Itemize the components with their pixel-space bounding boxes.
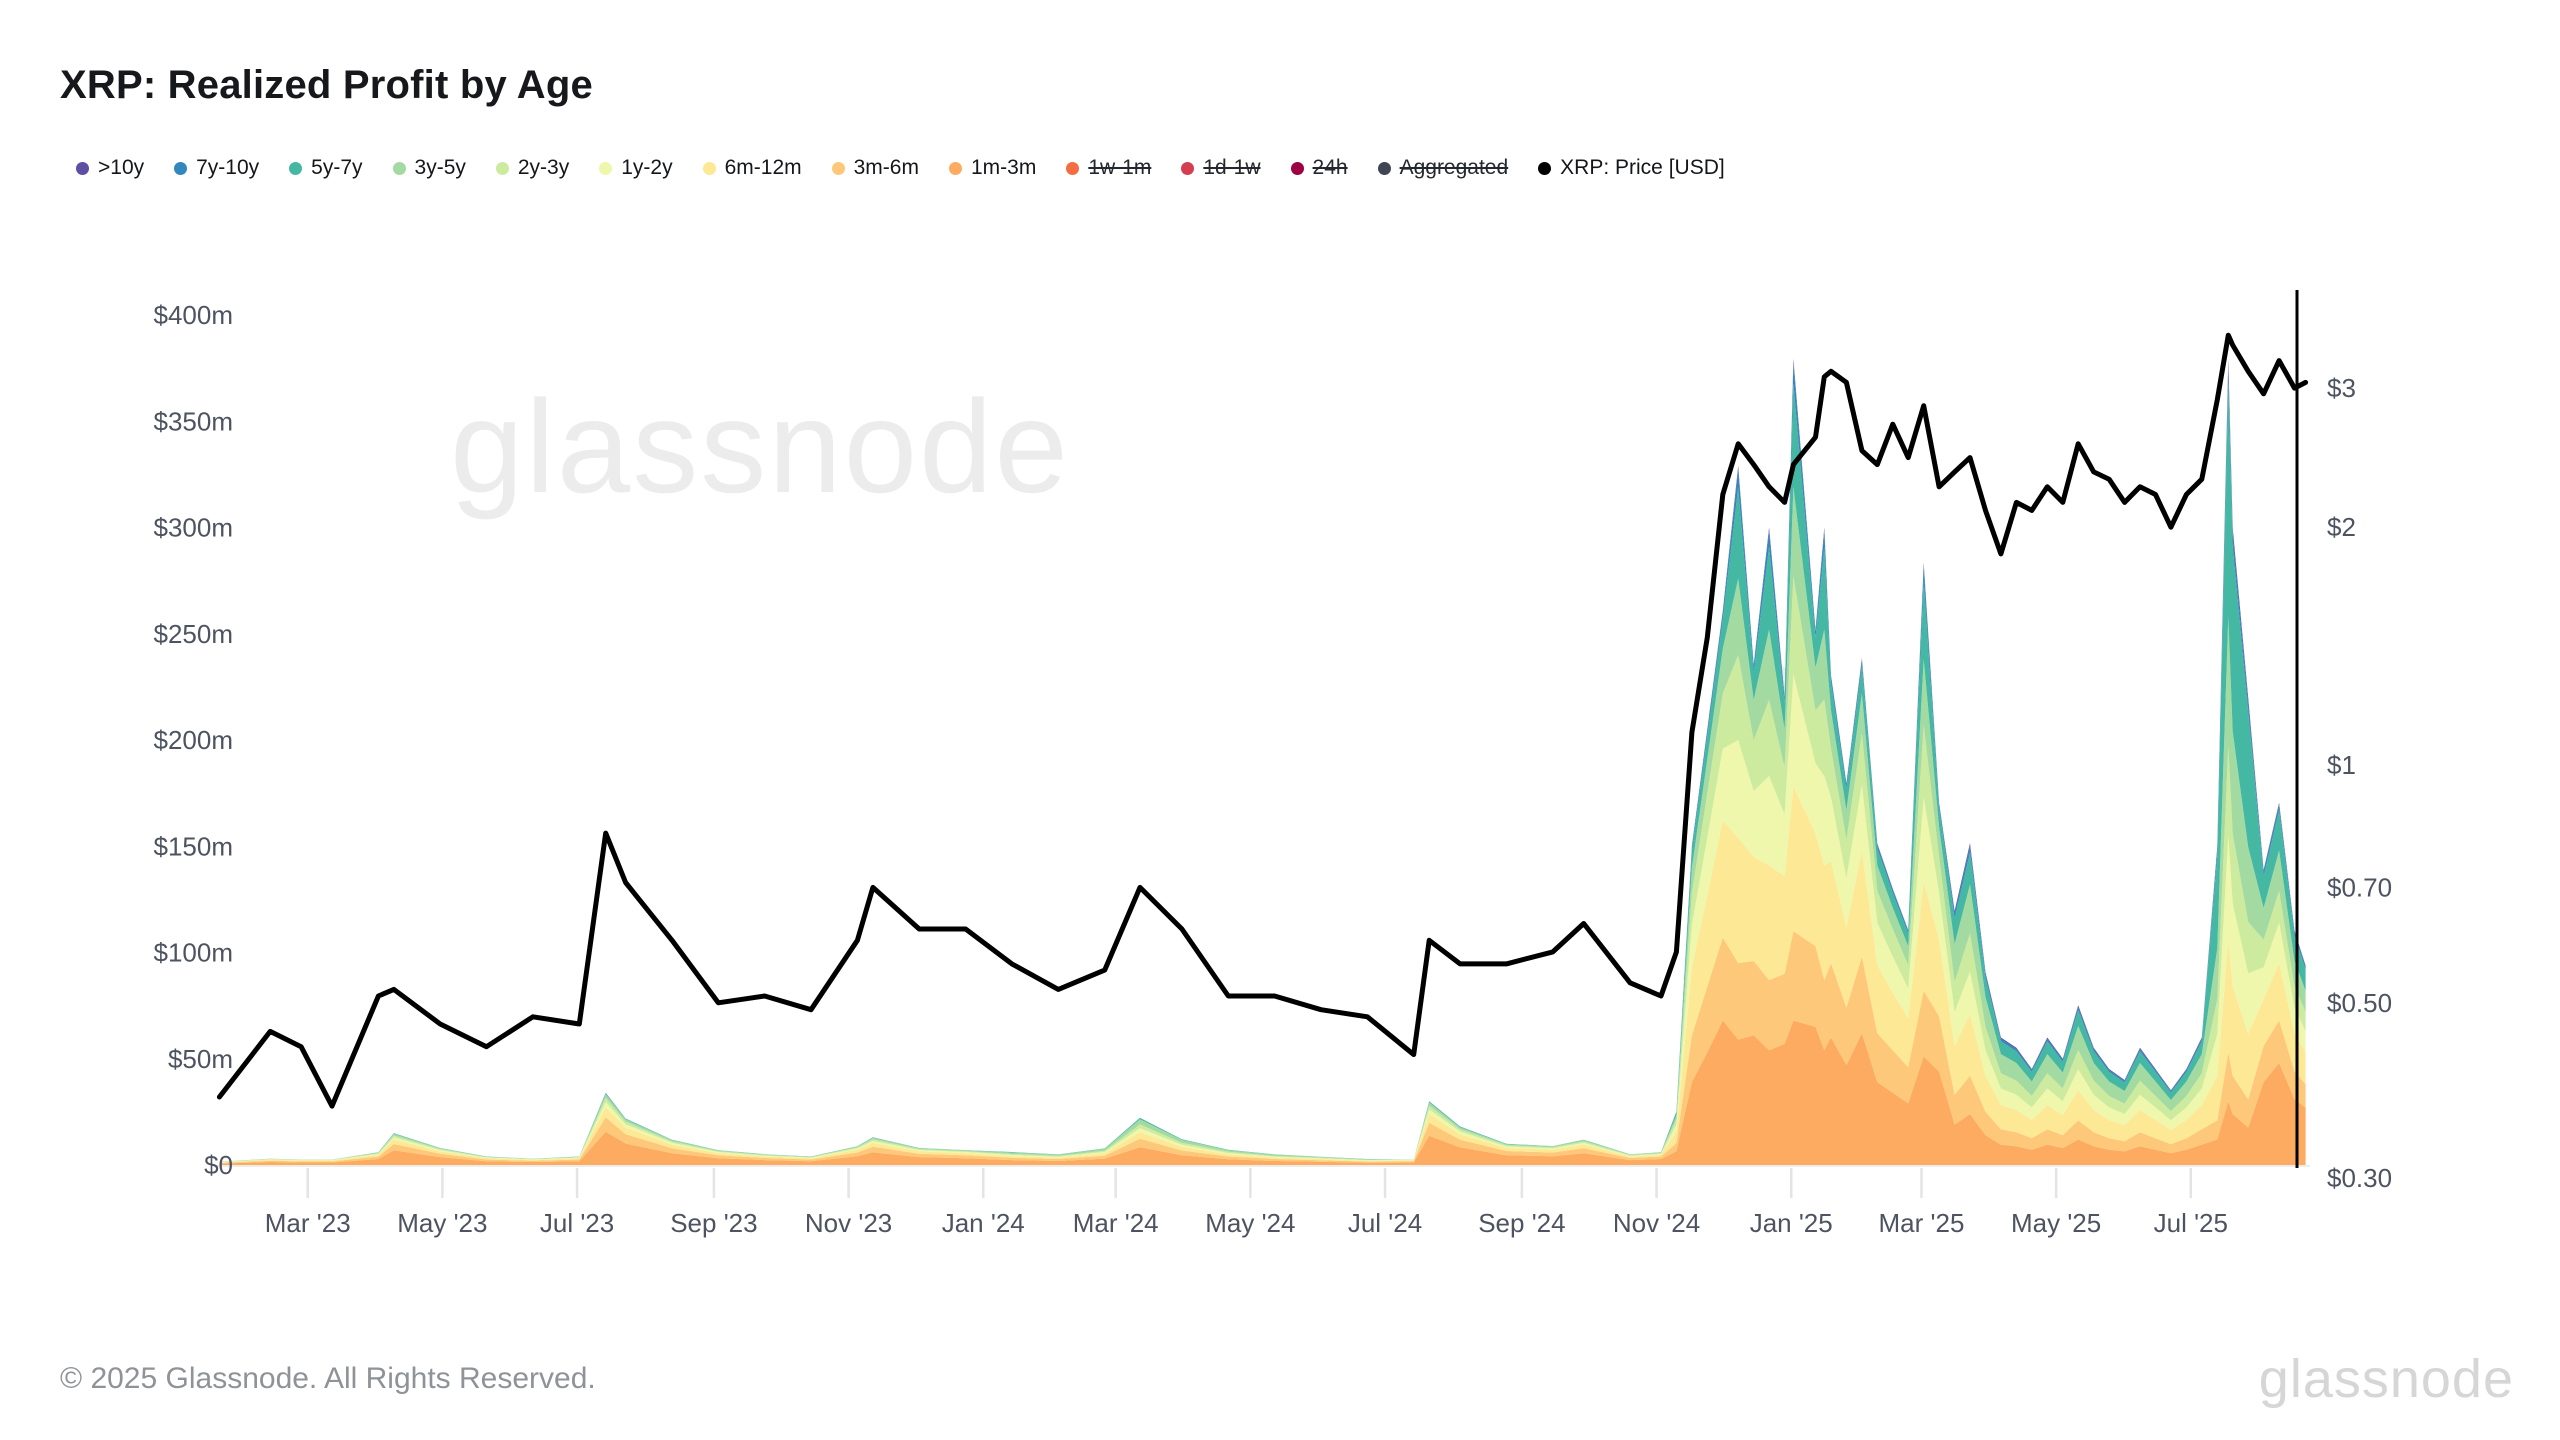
x-axis-tick-label: Mar '25 bbox=[1879, 1208, 1965, 1238]
left-axis-tick-label: $100m bbox=[154, 938, 234, 968]
legend-item-xrp-price-usd[interactable]: XRP: Price [USD] bbox=[1538, 156, 1725, 180]
legend-dot bbox=[392, 161, 406, 175]
legend-item-aggregated[interactable]: Aggregated bbox=[1377, 156, 1509, 180]
legend-dot bbox=[1538, 161, 1552, 175]
right-axis-tick-label: $0.30 bbox=[2327, 1163, 2392, 1193]
x-axis-tick-label: Nov '23 bbox=[805, 1208, 892, 1238]
right-axis-tick-label: $0.70 bbox=[2327, 872, 2392, 902]
legend-item-5y-7y[interactable]: 5y-7y bbox=[289, 156, 363, 180]
left-axis-tick-label: $250m bbox=[154, 619, 234, 649]
right-axis-tick-label: $2 bbox=[2327, 512, 2356, 542]
right-axis-tick-label: $0.50 bbox=[2327, 988, 2392, 1018]
x-axis-tick-label: Jul '23 bbox=[540, 1208, 614, 1238]
legend-label: 6m-12m bbox=[724, 156, 802, 179]
page-title: XRP: Realized Profit by Age bbox=[60, 62, 593, 107]
legend-dot bbox=[948, 161, 962, 175]
legend-label: 3y-5y bbox=[414, 156, 466, 179]
area-series-3m-6m bbox=[219, 931, 2306, 1164]
legend-item-10y[interactable]: >10y bbox=[76, 156, 144, 180]
legend-item-1w-1m[interactable]: 1w-1m bbox=[1066, 156, 1151, 180]
left-axis-tick-label: $350m bbox=[154, 406, 234, 436]
legend-dot bbox=[174, 161, 188, 175]
legend-dot bbox=[1377, 161, 1391, 175]
watermark-text: glassnode bbox=[450, 373, 1070, 520]
legend-item-2y-3y[interactable]: 2y-3y bbox=[495, 156, 570, 180]
legend-item-24h[interactable]: 24h bbox=[1290, 156, 1348, 180]
legend-label: Aggregated bbox=[1399, 156, 1509, 179]
price-line bbox=[216, 332, 2309, 1109]
x-axis-tick-label: Sep '23 bbox=[670, 1208, 757, 1238]
legend-dot bbox=[76, 161, 89, 175]
legend-item-6m-12m[interactable]: 6m-12m bbox=[702, 156, 802, 180]
legend-dot bbox=[599, 161, 613, 175]
x-axis-tick-label: May '25 bbox=[2011, 1208, 2101, 1238]
left-axis-tick-label: $0 bbox=[204, 1150, 233, 1180]
x-axis-tick-label: Jan '24 bbox=[942, 1208, 1025, 1238]
legend-dot bbox=[1181, 161, 1195, 175]
area-series-6m-12m bbox=[219, 786, 2306, 1163]
left-axis-tick-label: $400m bbox=[154, 300, 234, 330]
legend-label: 2y-3y bbox=[517, 156, 570, 179]
legend-dot bbox=[1066, 161, 1080, 175]
legend-label: 1w-1m bbox=[1088, 156, 1152, 179]
legend-dot bbox=[1290, 161, 1304, 175]
legend-dot bbox=[289, 161, 303, 175]
copyright-text: © 2025 Glassnode. All Rights Reserved. bbox=[60, 1362, 596, 1395]
legend-label: 1m-3m bbox=[970, 156, 1037, 179]
left-axis-tick-label: $300m bbox=[154, 513, 234, 543]
left-axis-tick-label: $150m bbox=[154, 831, 234, 861]
right-axis-tick-label: $1 bbox=[2327, 750, 2356, 780]
legend-item-3m-6m[interactable]: 3m-6m bbox=[831, 156, 919, 180]
left-axis-tick-label: $200m bbox=[154, 725, 234, 755]
legend: >10y 7y-10y 5y-7y 3y-5y 2y-3y 1y-2y 6m-12m 3m-6… bbox=[76, 156, 1725, 180]
x-axis-tick-label: Jul '25 bbox=[2154, 1208, 2228, 1238]
x-axis-tick-label: Sep '24 bbox=[1478, 1208, 1565, 1238]
legend-dot bbox=[702, 161, 716, 175]
legend-label: 5y-7y bbox=[311, 156, 363, 179]
legend-item-3y-5y[interactable]: 3y-5y bbox=[392, 156, 466, 180]
x-axis-tick-label: Nov '24 bbox=[1613, 1208, 1700, 1238]
glassnode-wordmark: glassnode bbox=[2258, 1349, 2514, 1409]
plot-area[interactable] bbox=[215, 240, 2310, 1165]
legend-item-1d-1w[interactable]: 1d-1w bbox=[1181, 156, 1261, 180]
right-axis-tick-label: $3 bbox=[2327, 373, 2356, 403]
legend-dot bbox=[831, 161, 845, 175]
x-axis-tick-label: May '23 bbox=[397, 1208, 487, 1238]
legend-label: >10y bbox=[98, 156, 145, 179]
legend-label: 7y-10y bbox=[196, 156, 260, 179]
x-axis-tick-label: Jul '24 bbox=[1348, 1208, 1422, 1238]
legend-item-1y-2y[interactable]: 1y-2y bbox=[599, 156, 673, 180]
x-axis-tick-label: Jan '25 bbox=[1750, 1208, 1833, 1238]
legend-label: 3m-6m bbox=[853, 156, 919, 179]
legend-item-1m-3m[interactable]: 1m-3m bbox=[948, 156, 1037, 180]
legend-dot bbox=[495, 161, 509, 175]
legend-label: 1y-2y bbox=[621, 156, 673, 179]
legend-label: 1d-1w bbox=[1203, 156, 1261, 179]
x-axis-tick-label: Mar '23 bbox=[265, 1208, 351, 1238]
legend-label: 24h bbox=[1312, 156, 1348, 179]
x-axis-tick-label: Mar '24 bbox=[1073, 1208, 1159, 1238]
area-series-1m-3m bbox=[219, 1020, 2306, 1165]
legend-label: XRP: Price [USD] bbox=[1560, 156, 1725, 179]
left-axis-tick-label: $50m bbox=[168, 1044, 233, 1074]
x-axis-tick-label: May '24 bbox=[1205, 1208, 1295, 1238]
legend-item-7y-10y[interactable]: 7y-10y bbox=[174, 156, 259, 180]
